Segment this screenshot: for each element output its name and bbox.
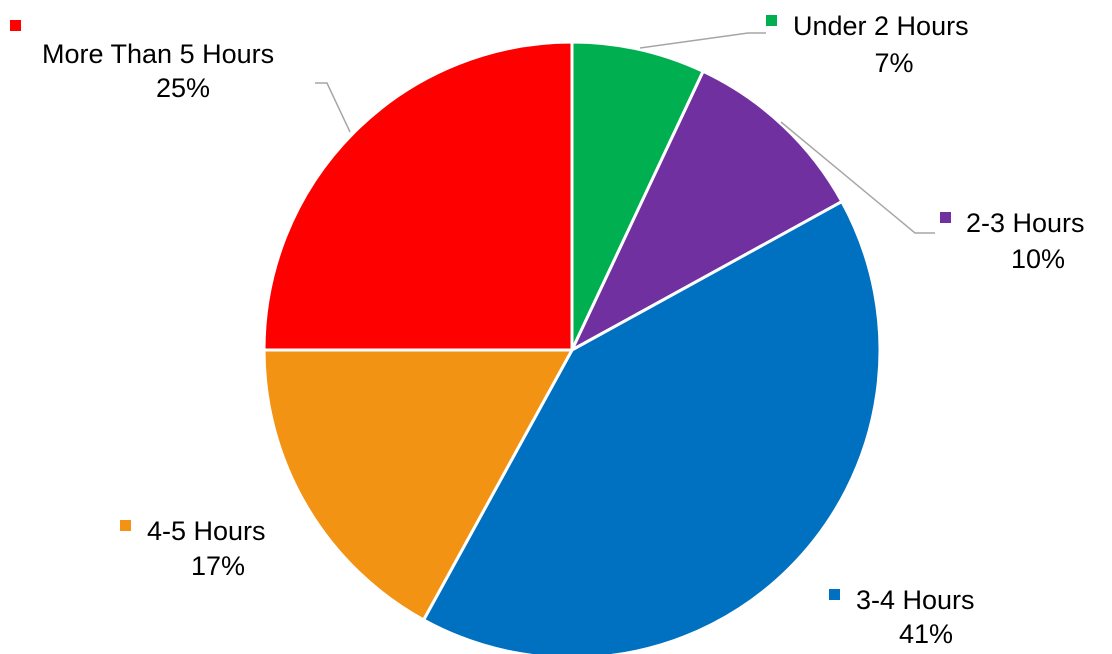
slice-label-name-more-than-5-hours: More Than 5 Hours [42,39,274,69]
slice-label-percent-under-2-hours: 7% [874,48,913,78]
slice-label-percent-2-3-hours: 10% [1011,244,1065,274]
leader-lines [315,32,935,234]
slice-label-percent-more-than-5-hours: 25% [156,73,210,103]
slice-label-name-4-5-hours: 4-5 Hours [147,516,266,546]
leader-line-2-3-hours [780,121,935,234]
slice-label-percent-3-4-hours: 41% [899,619,953,649]
slice-label-percent-4-5-hours: 17% [191,551,245,581]
legend-key-4-5-hours [120,520,131,531]
pie-slices [262,40,882,654]
leader-line-under-2-hours [639,32,766,49]
pie-slice-2-3-hours [570,69,844,352]
legend-key-more-than-5-hours [10,20,21,31]
slice-labels: Under 2 Hours 7% 2-3 Hours 10% 3-4 Hours 41% 4… [10,11,1085,649]
slice-label-name-under-2-hours: Under 2 Hours [793,11,969,41]
pie-slice-4-5-hours [262,348,574,622]
legend-key-2-3-hours [940,212,951,223]
pie-slice-3-4-hours [422,200,882,654]
slice-label-name-3-4-hours: 3-4 Hours [856,585,975,615]
legend-key-under-2-hours [766,15,777,26]
leader-line-more-than-5-hours [315,82,351,133]
pie-slice-under-2-hours [570,40,705,352]
slice-label-name-2-3-hours: 2-3 Hours [966,208,1085,238]
legend-key-3-4-hours [829,589,840,600]
pie-slice-more-than-5-hours [262,40,574,352]
